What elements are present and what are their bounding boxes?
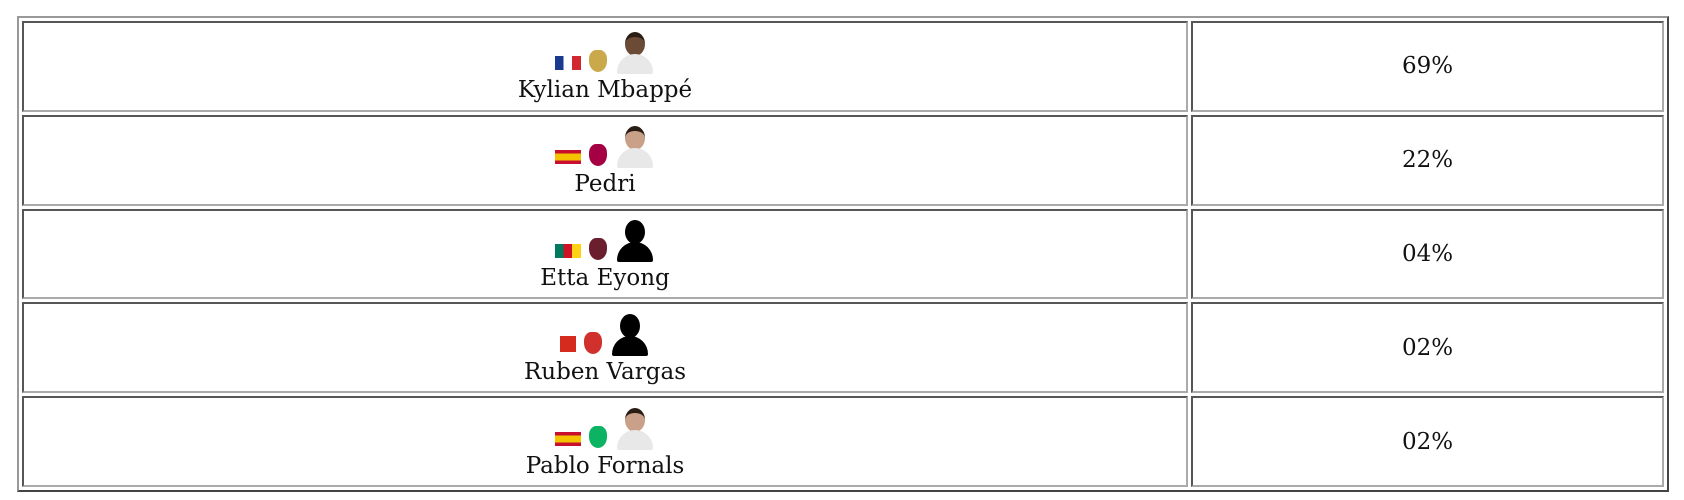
player-name: Pedri [574,171,636,198]
percentage-cell: 69% [1191,21,1664,112]
player-percentage-table: Kylian Mbappé 69% Pedri 22% Etta Eyong 0… [17,16,1669,492]
player-name: Kylian Mbappé [517,77,693,104]
player-cell: Etta Eyong [22,208,1188,300]
sevilla-crest-icon [584,331,602,354]
player-photo [615,406,655,450]
player-cell: Pablo Fornals [22,396,1188,487]
table-row: Pedri 22% [22,114,1664,206]
real-betis-crest-icon [589,425,607,448]
levante-crest-icon [589,237,607,260]
player-cell: Kylian Mbappé [22,21,1188,112]
spain-flag-icon [555,150,581,165]
player-photo [615,124,655,169]
player-name: Etta Eyong [540,264,670,291]
player-photo [615,30,655,75]
table-row: Kylian Mbappé 69% [22,21,1664,112]
percentage-cell: 22% [1191,114,1664,206]
percentage-cell: 02% [1191,302,1664,394]
france-flag-icon [555,56,581,71]
player-cell: Pedri [22,114,1188,206]
cameroon-flag-icon [555,243,581,258]
spain-flag-icon [555,431,581,446]
silhouette-icon [615,218,655,262]
table-row: Ruben Vargas 02% [22,302,1664,394]
silhouette-icon [610,312,650,356]
table-row: Etta Eyong 04% [22,208,1664,300]
fc-barcelona-crest-icon [589,144,607,167]
player-name: Pablo Fornals [525,452,685,479]
percentage-cell: 04% [1191,208,1664,300]
player-cell: Ruben Vargas [22,302,1188,394]
real-madrid-crest-icon [589,50,607,73]
player-name: Ruben Vargas [523,358,687,385]
percentage-cell: 02% [1191,396,1664,487]
table-row: Pablo Fornals 02% [22,396,1664,487]
switzerland-flag-icon [560,335,576,352]
